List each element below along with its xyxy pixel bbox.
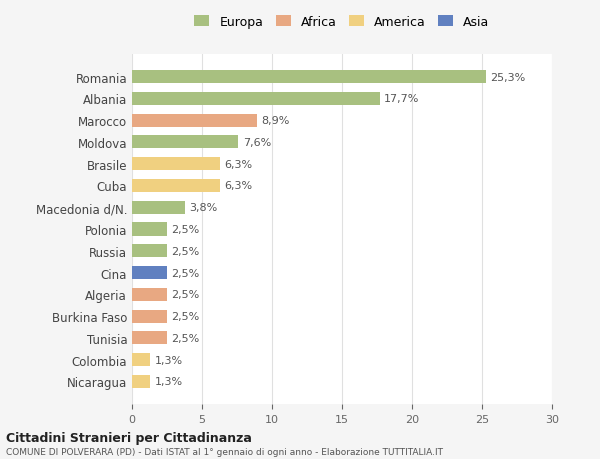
Text: 1,3%: 1,3% xyxy=(154,376,182,386)
Text: 17,7%: 17,7% xyxy=(384,94,419,104)
Bar xyxy=(132,331,167,345)
Bar xyxy=(132,245,167,258)
Text: 2,5%: 2,5% xyxy=(171,268,199,278)
Text: 2,5%: 2,5% xyxy=(171,290,199,300)
Bar xyxy=(132,310,167,323)
Text: COMUNE DI POLVERARA (PD) - Dati ISTAT al 1° gennaio di ogni anno - Elaborazione : COMUNE DI POLVERARA (PD) - Dati ISTAT al… xyxy=(6,448,443,456)
Text: 1,3%: 1,3% xyxy=(154,355,182,365)
Bar xyxy=(132,266,167,280)
Bar xyxy=(132,288,167,301)
Bar xyxy=(132,93,380,106)
Text: 6,3%: 6,3% xyxy=(224,181,253,191)
Bar xyxy=(132,179,220,193)
Bar xyxy=(132,71,486,84)
Bar xyxy=(132,353,150,366)
Text: 8,9%: 8,9% xyxy=(261,116,289,126)
Text: 6,3%: 6,3% xyxy=(224,159,253,169)
Text: 7,6%: 7,6% xyxy=(242,138,271,148)
Text: 2,5%: 2,5% xyxy=(171,224,199,235)
Text: 2,5%: 2,5% xyxy=(171,311,199,321)
Text: 3,8%: 3,8% xyxy=(190,203,218,213)
Bar xyxy=(132,158,220,171)
Text: 2,5%: 2,5% xyxy=(171,333,199,343)
Text: 25,3%: 25,3% xyxy=(490,73,526,83)
Bar xyxy=(132,114,257,128)
Text: Cittadini Stranieri per Cittadinanza: Cittadini Stranieri per Cittadinanza xyxy=(6,431,252,444)
Bar xyxy=(132,223,167,236)
Bar xyxy=(132,375,150,388)
Legend: Europa, Africa, America, Asia: Europa, Africa, America, Asia xyxy=(194,16,490,29)
Bar xyxy=(132,136,238,149)
Text: 2,5%: 2,5% xyxy=(171,246,199,256)
Bar xyxy=(132,201,185,214)
